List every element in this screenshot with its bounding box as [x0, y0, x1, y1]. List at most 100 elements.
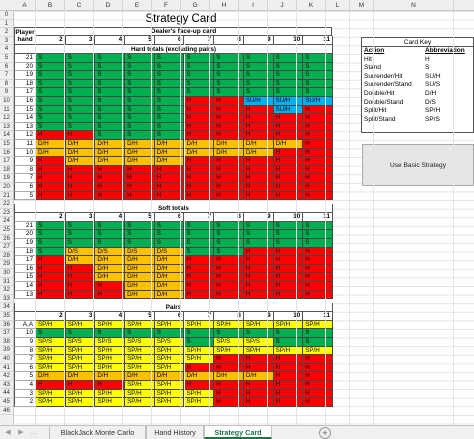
pairs-strategy-cell[interactable]: SP/H	[184, 355, 215, 364]
soft-strategy-cell[interactable]: H	[184, 282, 215, 291]
tab-scroll-left-icon[interactable]: ◀	[5, 429, 11, 436]
soft-strategy-cell[interactable]: S	[65, 230, 96, 239]
pairs-strategy-cell[interactable]: D/H	[214, 372, 244, 381]
soft-strategy-cell[interactable]: H	[273, 273, 304, 282]
soft-strategy-cell[interactable]: S	[273, 230, 304, 239]
pairs-strategy-cell[interactable]: H	[36, 381, 66, 390]
soft-strategy-cell[interactable]: S	[95, 230, 126, 239]
hard-strategy-cell[interactable]: H	[214, 105, 244, 115]
hard-strategy-cell[interactable]: D/H	[184, 140, 215, 149]
hard-strategy-cell[interactable]: S	[125, 54, 155, 63]
pairs-strategy-cell[interactable]: H	[184, 363, 215, 373]
hard-strategy-cell[interactable]: S	[95, 122, 126, 132]
hard-strategy-cell[interactable]: D/H	[154, 148, 185, 158]
hard-strategy-cell[interactable]: H	[65, 183, 96, 192]
soft-strategy-cell[interactable]: S	[36, 247, 66, 257]
hard-strategy-cell[interactable]: D/H	[65, 140, 96, 149]
column-header[interactable]: C	[65, 0, 94, 11]
row-header[interactable]: 25	[0, 226, 13, 235]
pairs-strategy-cell[interactable]: H	[214, 398, 244, 407]
hard-strategy-cell[interactable]: S	[95, 54, 126, 63]
hard-strategy-cell[interactable]: H	[184, 114, 215, 123]
soft-strategy-cell[interactable]: D/H	[154, 282, 185, 291]
hard-strategy-cell[interactable]: H	[36, 191, 66, 201]
hard-strategy-cell[interactable]: S	[303, 79, 333, 89]
pairs-strategy-cell[interactable]: SP/H	[184, 320, 215, 330]
soft-strategy-cell[interactable]: S	[184, 221, 215, 231]
soft-strategy-cell[interactable]: S	[184, 239, 215, 248]
soft-strategy-cell[interactable]: H	[184, 256, 215, 265]
row-header[interactable]: 2	[0, 28, 13, 37]
hard-strategy-cell[interactable]: H	[273, 191, 304, 201]
pairs-strategy-cell[interactable]: H	[243, 363, 274, 373]
pairs-strategy-cell[interactable]: SP/S	[125, 338, 155, 347]
hard-strategy-cell[interactable]: S	[65, 105, 96, 115]
hard-strategy-cell[interactable]: D/H	[125, 157, 155, 166]
row-header[interactable]: 6	[0, 63, 13, 72]
hard-strategy-cell[interactable]: H	[184, 191, 215, 201]
pairs-strategy-cell[interactable]: S	[154, 329, 185, 338]
hard-strategy-cell[interactable]: H	[184, 105, 215, 115]
soft-strategy-cell[interactable]: D/H	[95, 264, 126, 274]
pairs-strategy-cell[interactable]: S	[184, 329, 215, 338]
hard-strategy-cell[interactable]: H	[36, 157, 66, 166]
hard-strategy-cell[interactable]: H	[243, 114, 274, 123]
hard-strategy-cell[interactable]: S	[95, 62, 126, 72]
row-header[interactable]: 8	[0, 80, 13, 89]
hard-strategy-cell[interactable]: H	[214, 114, 244, 123]
row-header[interactable]: 17	[0, 157, 13, 166]
row-header[interactable]: 33	[0, 295, 13, 304]
soft-strategy-cell[interactable]: H	[273, 256, 304, 265]
soft-strategy-cell[interactable]: S	[36, 221, 66, 231]
soft-strategy-cell[interactable]: H	[214, 273, 244, 282]
row-header[interactable]: 38	[0, 338, 13, 347]
hard-strategy-cell[interactable]: H	[243, 131, 274, 140]
row-header[interactable]: 35	[0, 312, 13, 321]
hard-strategy-cell[interactable]: H	[243, 183, 274, 192]
pairs-strategy-cell[interactable]: SP/H	[303, 320, 333, 330]
soft-strategy-cell[interactable]: H	[95, 290, 126, 300]
pairs-strategy-cell[interactable]: S	[65, 329, 96, 338]
pairs-strategy-cell[interactable]: S	[36, 329, 66, 338]
pairs-strategy-cell[interactable]: D/H	[243, 372, 274, 381]
row-header[interactable]: 24	[0, 217, 13, 226]
pairs-strategy-cell[interactable]: SP/H	[95, 398, 126, 407]
hard-strategy-cell[interactable]: S	[154, 54, 185, 63]
hard-strategy-cell[interactable]: S	[95, 71, 126, 80]
hard-strategy-cell[interactable]: S	[36, 105, 66, 115]
row-header[interactable]: 45	[0, 398, 13, 407]
hard-strategy-cell[interactable]: H	[95, 183, 126, 192]
hard-strategy-cell[interactable]: H	[303, 191, 333, 201]
pairs-strategy-cell[interactable]: H	[303, 363, 333, 373]
hard-strategy-cell[interactable]: S	[36, 114, 66, 123]
hard-strategy-cell[interactable]: H	[125, 165, 155, 175]
hard-strategy-cell[interactable]: H	[214, 174, 244, 183]
pairs-strategy-cell[interactable]: H	[303, 355, 333, 364]
hard-strategy-cell[interactable]: D/H	[36, 140, 66, 149]
hard-strategy-cell[interactable]: H	[36, 131, 66, 140]
pairs-strategy-cell[interactable]: SP/H	[154, 398, 185, 407]
pairs-strategy-cell[interactable]: SP/H	[95, 346, 126, 356]
hard-strategy-cell[interactable]: S	[214, 54, 244, 63]
soft-strategy-cell[interactable]: S	[243, 239, 274, 248]
pairs-strategy-cell[interactable]: SP/H	[125, 381, 155, 390]
hard-strategy-cell[interactable]: S	[214, 79, 244, 89]
pairs-strategy-cell[interactable]: SP/H	[184, 389, 215, 399]
pairs-strategy-cell[interactable]: H	[243, 381, 274, 390]
pairs-strategy-cell[interactable]: S	[273, 329, 304, 338]
hard-strategy-cell[interactable]: H	[214, 165, 244, 175]
hard-strategy-cell[interactable]: S	[303, 54, 333, 63]
soft-strategy-cell[interactable]: S	[36, 239, 66, 248]
soft-strategy-cell[interactable]: H	[36, 256, 66, 265]
soft-strategy-cell[interactable]: H	[273, 247, 304, 257]
soft-strategy-cell[interactable]: S	[154, 239, 185, 248]
row-header[interactable]: 34	[0, 303, 13, 312]
pairs-strategy-cell[interactable]: SP/H	[154, 381, 185, 390]
row-header[interactable]: 32	[0, 286, 13, 295]
pairs-strategy-cell[interactable]: H	[243, 398, 274, 407]
soft-strategy-cell[interactable]: H	[214, 264, 244, 274]
soft-strategy-cell[interactable]: D/H	[125, 273, 155, 282]
soft-strategy-cell[interactable]: S	[214, 247, 244, 257]
soft-strategy-cell[interactable]: H	[214, 290, 244, 300]
pairs-strategy-cell[interactable]: H	[303, 398, 333, 407]
